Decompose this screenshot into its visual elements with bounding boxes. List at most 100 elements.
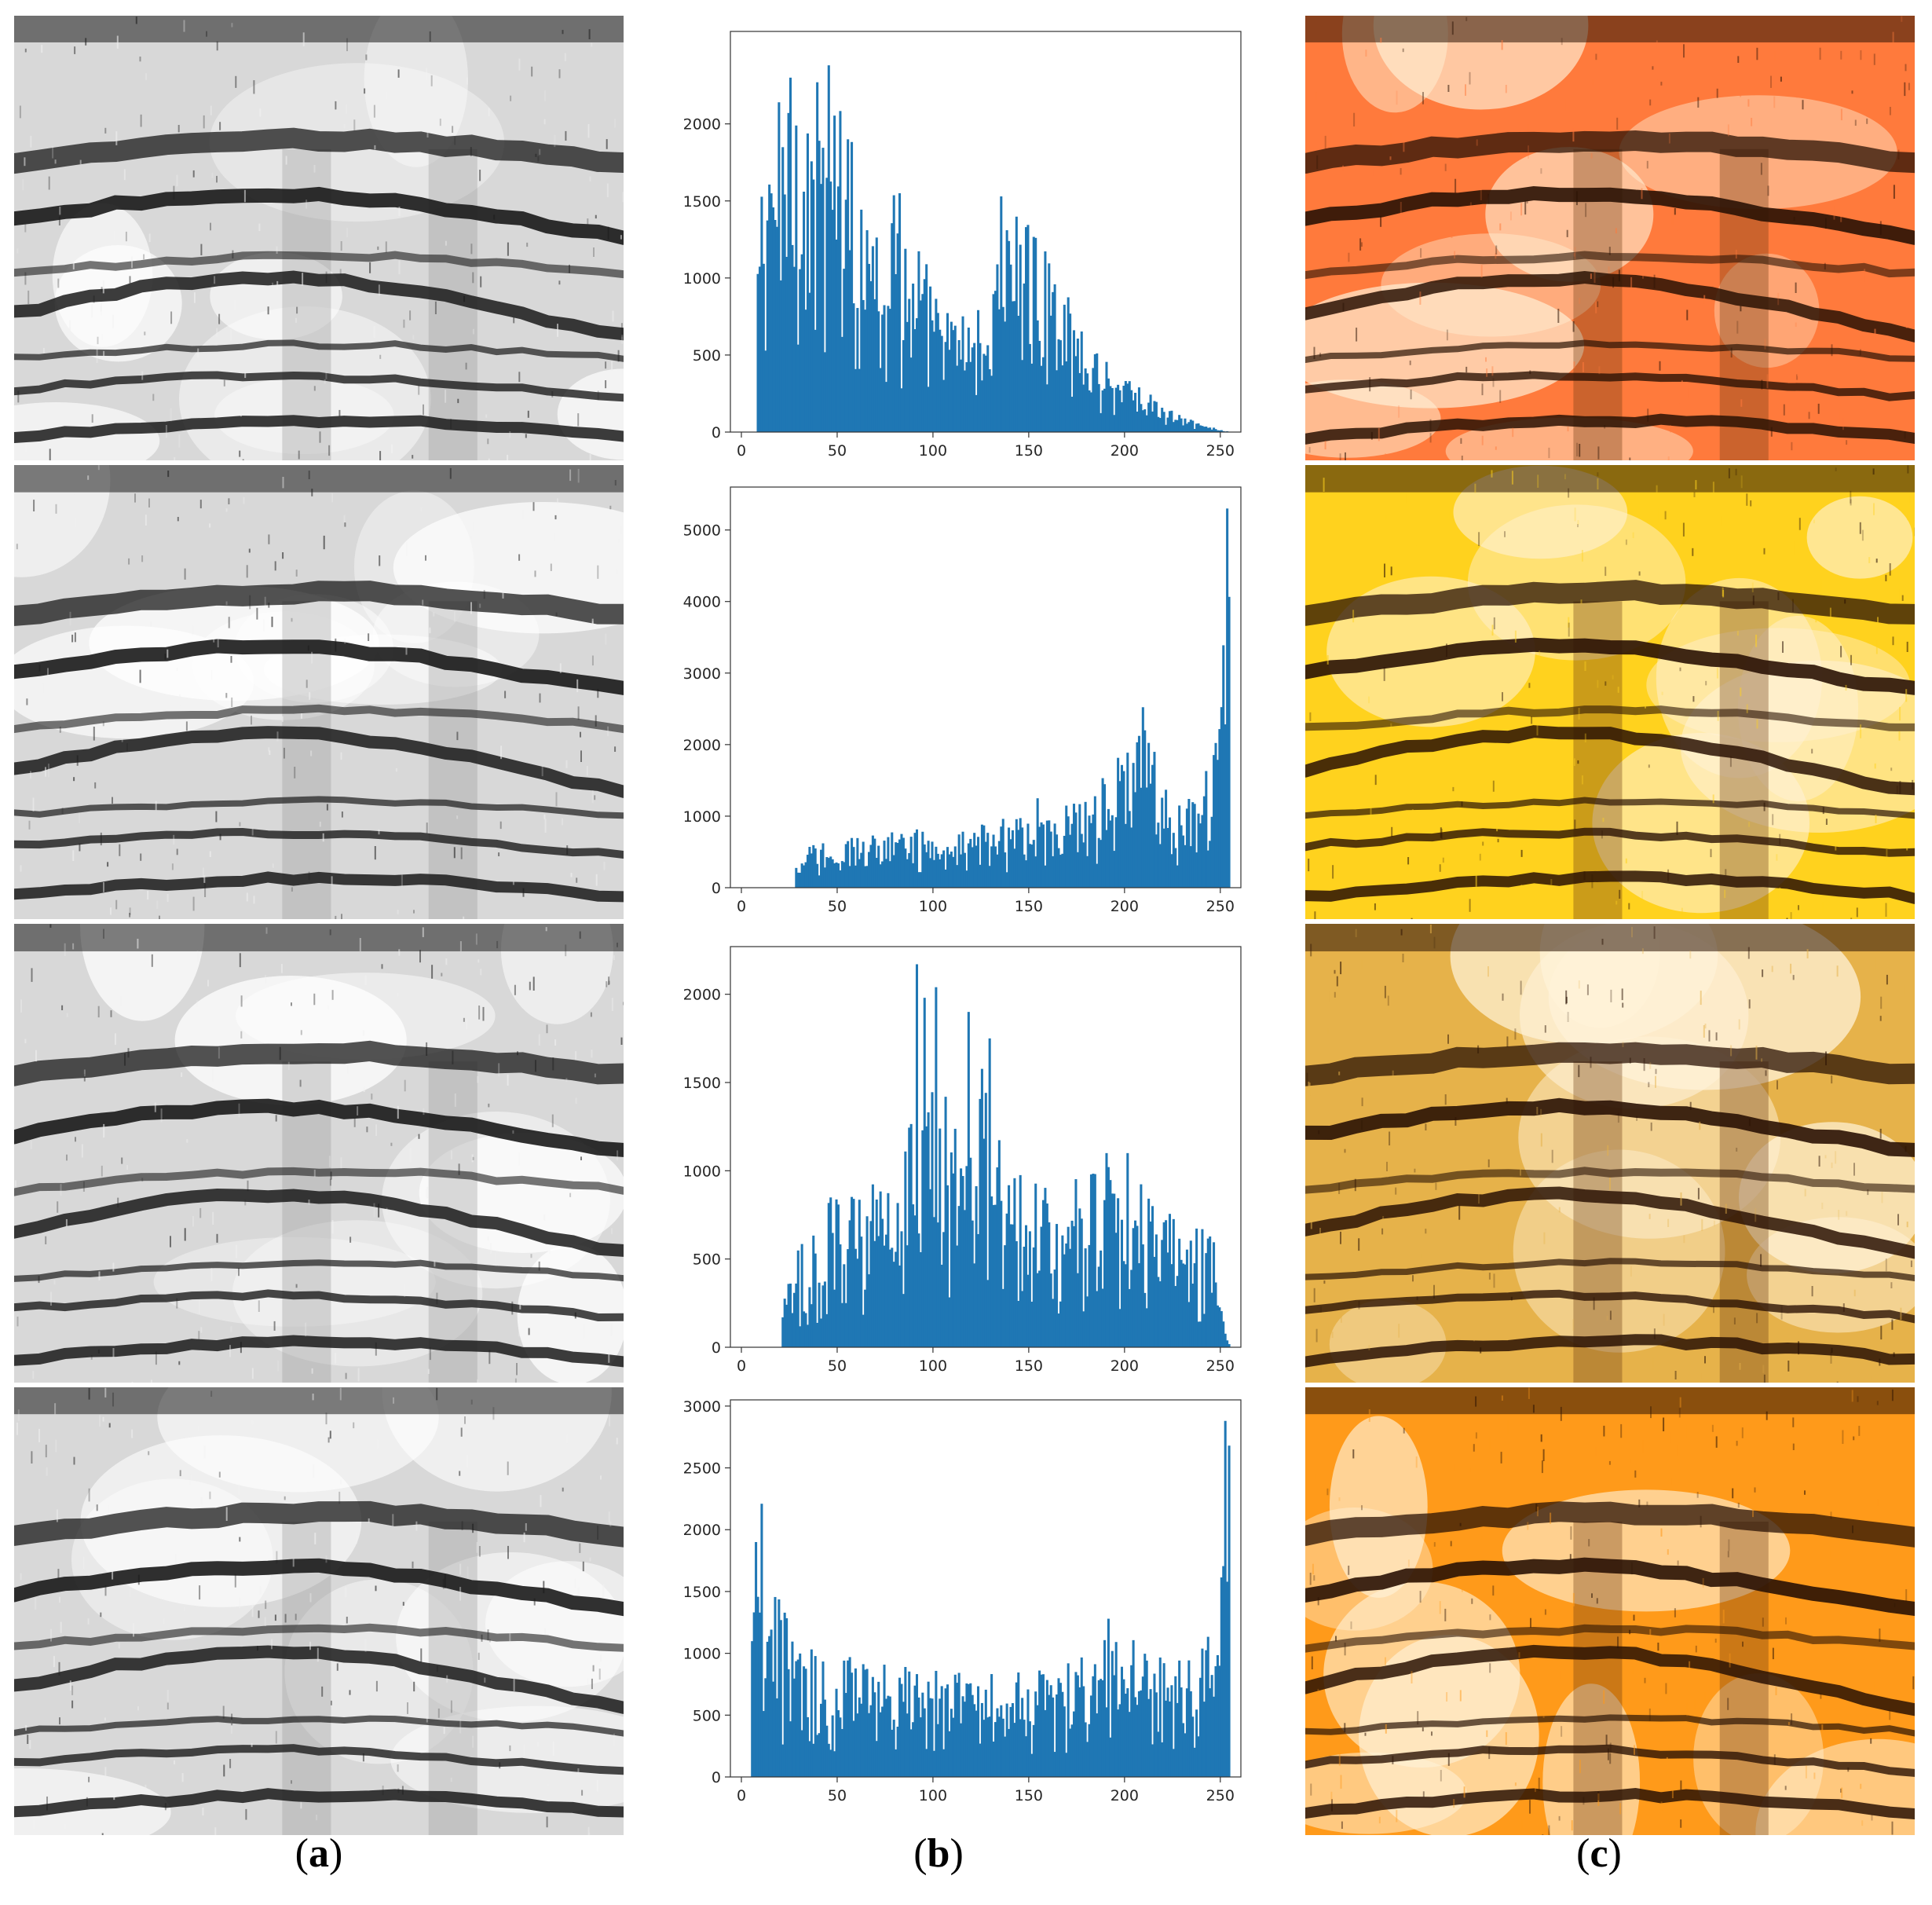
histogram-bar: [774, 219, 777, 432]
histogram-bar: [821, 1285, 825, 1347]
horizon-line: [1305, 271, 1915, 343]
histogram-bar: [772, 1681, 775, 1777]
histogram-bar: [864, 1289, 867, 1347]
histogram-bar: [960, 1723, 963, 1777]
histogram-bar: [935, 299, 938, 432]
y-tick-label: 2000: [683, 1522, 721, 1539]
histogram-bar: [814, 1253, 817, 1347]
histogram-bar: [1182, 1263, 1185, 1347]
histogram-bar: [1143, 1654, 1147, 1777]
histogram-bar: [1166, 827, 1169, 888]
histogram-bar: [1028, 1231, 1031, 1347]
histogram-bar: [858, 1697, 861, 1777]
histogram-bar: [925, 1749, 928, 1777]
histogram-bar: [1111, 1193, 1114, 1347]
histogram-bar: [935, 846, 938, 888]
histogram-bar: [963, 370, 966, 432]
histogram-bar: [923, 279, 926, 432]
histogram-bar: [781, 1317, 785, 1347]
histogram-bar: [1195, 852, 1198, 888]
histogram-bar: [1023, 1247, 1026, 1347]
histogram-bar: [997, 841, 1001, 888]
histogram-bar: [1228, 1445, 1231, 1777]
histogram-bar: [902, 837, 905, 888]
histogram-bar: [1044, 251, 1047, 432]
histogram-bar: [783, 1299, 786, 1347]
histogram-bar: [768, 1636, 771, 1777]
histogram-bar: [946, 1185, 950, 1347]
histogram-bar: [856, 1258, 859, 1347]
histogram-bar: [969, 1157, 972, 1347]
histogram-bar: [1067, 816, 1070, 888]
histogram-bar: [873, 838, 876, 888]
histogram-bar: [1209, 1688, 1212, 1777]
histogram-bar: [986, 1280, 990, 1347]
horizon-line: [14, 1500, 624, 1548]
y-tick-label: 1000: [683, 1646, 721, 1663]
histogram-bar: [1120, 1666, 1123, 1777]
histogram-bar: [1114, 1642, 1118, 1777]
histogram-bar: [803, 1666, 806, 1777]
histogram-bar: [875, 237, 878, 432]
histogram-bar: [1216, 1305, 1219, 1347]
histogram-bar: [823, 867, 826, 888]
histogram-bar: [953, 846, 957, 888]
histogram-bar: [1100, 1679, 1103, 1777]
histogram-bar: [1059, 340, 1062, 432]
horizon-line: [1305, 827, 1915, 857]
histogram-bar: [833, 115, 836, 432]
histogram-bar: [927, 841, 930, 888]
x-tick-label: 100: [919, 1357, 947, 1375]
horizon-line: [1305, 1557, 1915, 1616]
histogram-bar: [967, 328, 970, 432]
histogram-bar: [1001, 1718, 1004, 1777]
histogram-bar: [1053, 1752, 1056, 1777]
histogram-bar: [950, 1709, 953, 1777]
histogram-bar: [975, 394, 978, 432]
histogram-bar: [895, 1749, 898, 1777]
histogram-bar: [858, 368, 861, 432]
histogram-bar: [1096, 863, 1099, 888]
caption-c: (c): [1576, 1831, 1622, 1876]
histogram-bar: [1191, 802, 1195, 888]
histogram-bar: [908, 1127, 911, 1347]
histogram-bar: [1089, 392, 1092, 432]
histogram-bar: [1193, 1747, 1196, 1777]
histogram-bar: [875, 858, 878, 888]
histogram-bar: [884, 859, 887, 888]
histogram-bar: [1082, 384, 1085, 432]
histogram-bar: [1128, 1712, 1131, 1777]
histogram-bar: [1191, 1716, 1195, 1777]
histogram-bar: [829, 1749, 832, 1777]
histogram-bar: [829, 1197, 832, 1347]
histogram-bar: [969, 1683, 972, 1777]
grayscale-section-1: [14, 16, 624, 460]
histogram-bar: [1105, 1707, 1108, 1777]
histogram-bar: [810, 1304, 813, 1347]
histogram-bar: [1088, 390, 1091, 432]
caption-a: (a): [295, 1831, 343, 1876]
histogram-bar: [1184, 844, 1187, 888]
histogram-bar: [896, 1726, 899, 1777]
histogram-bar: [1141, 707, 1144, 888]
histogram-bar: [1210, 1675, 1213, 1777]
histogram-bar: [1059, 1683, 1062, 1777]
histogram-bar: [932, 1750, 935, 1777]
histogram-bar: [1143, 1292, 1147, 1347]
histogram-bar: [1120, 1219, 1123, 1347]
histogram-bar: [783, 1612, 786, 1777]
histogram-bar: [1114, 1233, 1118, 1347]
histogram-bar: [1017, 315, 1020, 432]
histogram-bar: [1117, 1198, 1120, 1347]
histogram-bar: [952, 330, 955, 432]
histogram-bar: [1113, 851, 1116, 888]
histogram-bar: [944, 869, 947, 888]
histogram-bar: [1004, 321, 1007, 432]
histogram-bar: [1040, 1674, 1043, 1777]
histogram-bar: [1170, 1685, 1173, 1777]
histogram-bar: [1093, 1664, 1096, 1777]
histogram-bar: [1118, 390, 1122, 432]
histogram-bar: [1228, 1344, 1231, 1347]
histogram-bar: [1086, 855, 1089, 888]
histogram-bar: [921, 294, 924, 432]
